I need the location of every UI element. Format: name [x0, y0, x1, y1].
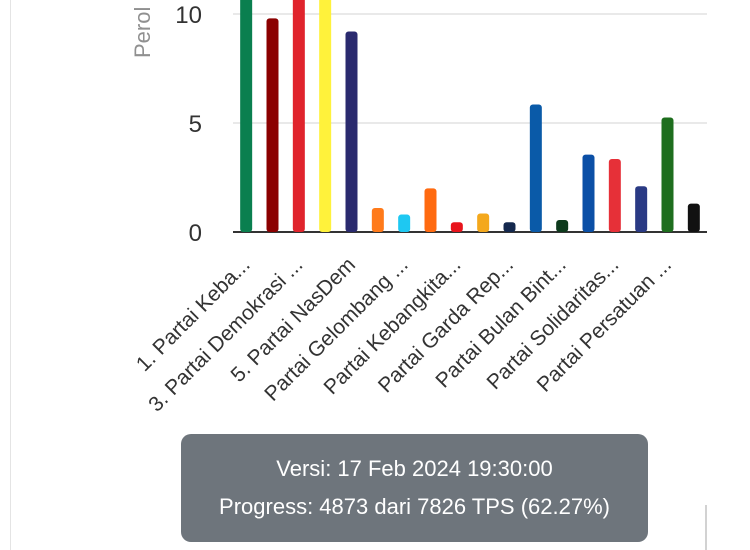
bar[interactable]: [398, 214, 411, 232]
bar[interactable]: [687, 203, 700, 232]
bar[interactable]: [608, 158, 621, 232]
bar[interactable]: [424, 188, 437, 232]
bar[interactable]: [556, 220, 569, 232]
tooltip-progress: Progress: 4873 dari 7826 TPS (62.27%): [219, 494, 610, 519]
bar[interactable]: [529, 104, 542, 232]
bar[interactable]: [503, 222, 516, 232]
bar[interactable]: [319, 0, 332, 232]
bar[interactable]: [292, 0, 305, 232]
bar[interactable]: [266, 18, 279, 232]
bar[interactable]: [371, 208, 384, 232]
y-axis-label: Perol: [130, 7, 155, 58]
tooltip-version: Versi: 17 Feb 2024 19:30:00: [276, 456, 553, 481]
bar[interactable]: [635, 186, 648, 232]
progress-tooltip: Versi: 17 Feb 2024 19:30:00 Progress: 48…: [181, 434, 648, 542]
bar[interactable]: [661, 117, 674, 232]
bar[interactable]: [345, 31, 358, 232]
card-border-right: [705, 505, 707, 550]
bar[interactable]: [582, 154, 595, 232]
bar[interactable]: [477, 213, 490, 232]
y-tick-label: 10: [175, 2, 202, 29]
bar[interactable]: [450, 222, 463, 232]
y-tick-label: 0: [189, 220, 202, 247]
card-border-left: [10, 0, 11, 550]
bar[interactable]: [240, 0, 253, 232]
y-tick-label: 5: [189, 111, 202, 138]
